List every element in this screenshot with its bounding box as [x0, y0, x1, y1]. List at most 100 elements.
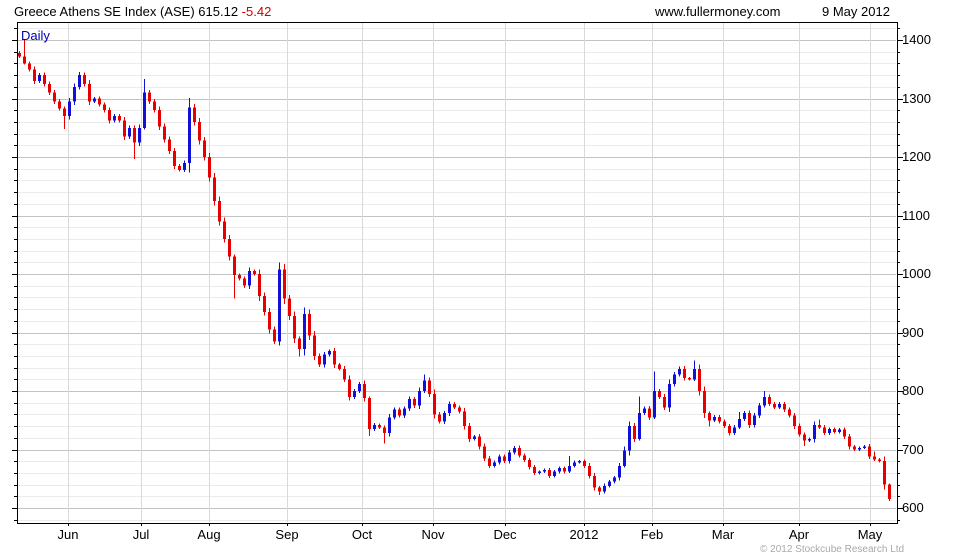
candlestick: [823, 427, 826, 434]
candlestick: [193, 107, 196, 122]
y-axis-label: 1400: [902, 32, 931, 47]
candlestick: [623, 450, 626, 466]
candlestick: [128, 127, 131, 137]
candlestick: [438, 414, 441, 422]
candlestick: [93, 98, 96, 102]
candlestick: [573, 462, 576, 466]
header-date: 9 May 2012: [822, 4, 890, 19]
last-price: 615.12: [198, 4, 239, 19]
candlestick: [88, 83, 91, 102]
candlestick: [208, 157, 211, 178]
website-link[interactable]: www.fullermoney.com: [655, 4, 781, 19]
copyright-notice: © 2012 Stockcube Research Ltd: [760, 544, 905, 555]
candlestick: [748, 413, 751, 425]
candlestick: [183, 162, 186, 170]
candlestick: [53, 92, 56, 102]
candlestick: [743, 413, 746, 420]
month-label: 2012: [569, 527, 599, 542]
timeframe-label: Daily: [21, 28, 50, 43]
price-change: -5.42: [241, 4, 272, 19]
candlestick: [783, 403, 786, 410]
candlestick: [308, 313, 311, 336]
candlestick: [378, 424, 381, 428]
candlestick: [303, 313, 306, 349]
candlestick: [633, 426, 636, 439]
candlestick: [628, 426, 631, 451]
candlestick: [143, 92, 146, 128]
month-label: Jun: [57, 527, 79, 542]
candlestick: [558, 468, 561, 472]
candlestick: [758, 405, 761, 416]
candlestick: [798, 426, 801, 435]
y-axis-label: 700: [902, 442, 924, 457]
candlestick: [213, 177, 216, 201]
candlestick: [228, 238, 231, 257]
candlestick: [238, 275, 241, 279]
candlestick: [323, 354, 326, 365]
candlestick: [343, 368, 346, 380]
candlestick: [673, 374, 676, 384]
candlestick: [878, 459, 881, 462]
candlestick: [373, 424, 376, 430]
candlestick: [528, 460, 531, 468]
candlestick: [453, 403, 456, 408]
candlestick: [313, 335, 316, 356]
candlestick: [838, 429, 841, 432]
candlestick: [683, 368, 686, 379]
candlestick: [518, 447, 521, 456]
month-label: Aug: [197, 527, 221, 542]
candlestick: [818, 424, 821, 428]
candlestick: [723, 421, 726, 427]
candlestick: [553, 471, 556, 476]
month-label: Jul: [132, 527, 150, 542]
candlestick: [648, 408, 651, 418]
candlestick: [263, 296, 266, 313]
candlestick: [258, 274, 261, 297]
candlestick: [328, 351, 331, 355]
candlestick: [463, 411, 466, 427]
candlestick: [503, 456, 506, 462]
month-label: Apr: [788, 527, 810, 542]
candlestick: [588, 465, 591, 476]
candlestick: [538, 471, 541, 473]
candlestick: [713, 416, 716, 421]
candlestick: [593, 475, 596, 488]
candlestick: [678, 368, 681, 375]
instrument-name: Greece Athens SE Index (ASE): [14, 4, 195, 19]
candlestick: [548, 469, 551, 476]
candlestick: [48, 83, 51, 93]
candlestick: [788, 409, 791, 416]
candlestick: [843, 429, 846, 437]
candlestick: [833, 429, 836, 432]
candlestick: [808, 438, 811, 441]
candlestick: [828, 429, 831, 434]
candlestick: [223, 221, 226, 239]
candlestick: [358, 383, 361, 392]
candlestick: [288, 298, 291, 317]
candlestick: [203, 140, 206, 158]
candlestick: [428, 380, 431, 394]
candlestick: [123, 120, 126, 137]
candlestick: [388, 417, 391, 434]
candlestick: [168, 139, 171, 152]
candlestick: [523, 455, 526, 461]
candlestick: [33, 69, 36, 81]
candlestick: [468, 426, 471, 439]
month-label: Sep: [275, 527, 299, 542]
candlestick: [753, 415, 756, 425]
candlestick: [858, 447, 861, 450]
candlestick: [133, 127, 136, 143]
candlestick: [498, 456, 501, 463]
candlestick: [318, 355, 321, 365]
candlestick: [348, 379, 351, 397]
candlestick: [248, 271, 251, 286]
candlestick: [63, 108, 66, 117]
candlestick: [68, 101, 71, 117]
month-label: May: [857, 527, 883, 542]
candlestick: [578, 461, 581, 463]
y-axis-label: 1100: [902, 208, 930, 223]
candlestick: [443, 413, 446, 422]
candlestick: [638, 413, 641, 439]
candlestick: [148, 92, 151, 102]
month-label: Mar: [711, 527, 735, 542]
